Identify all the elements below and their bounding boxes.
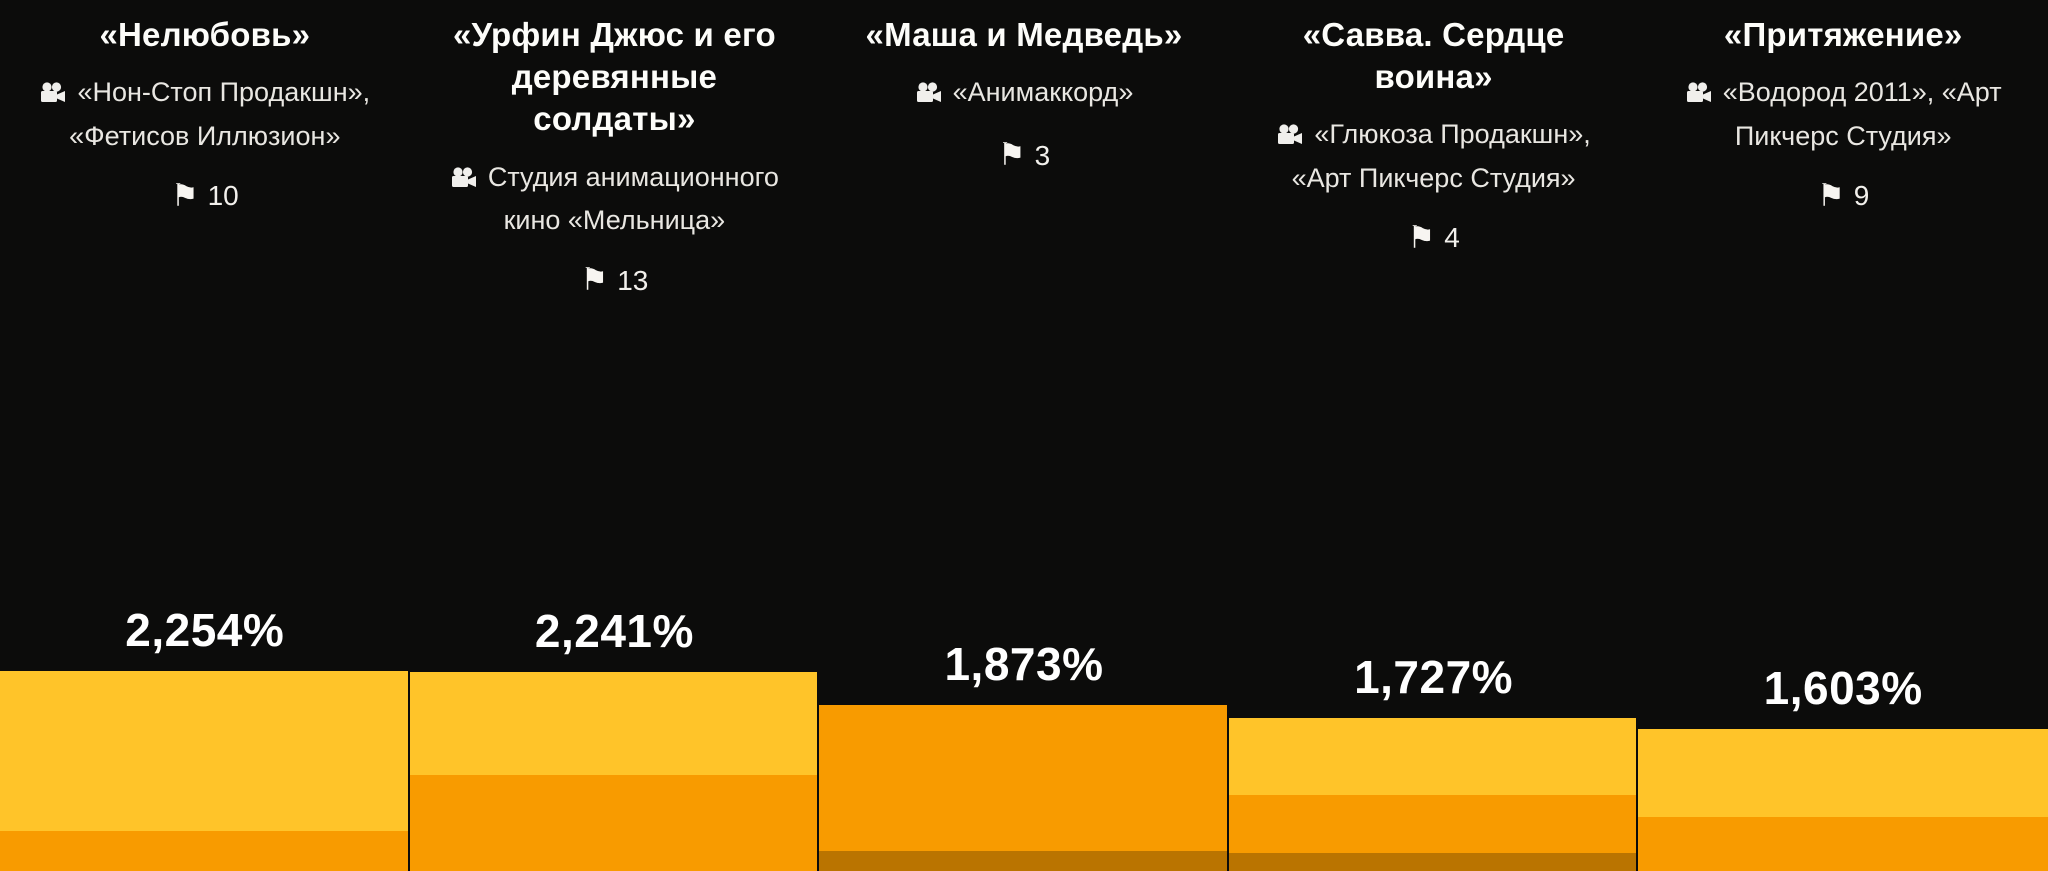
flag-count-line: ⚑ 4: [1249, 222, 1619, 254]
flag-icon: ⚑: [1817, 177, 1845, 214]
bar-value-label: 1,873%: [944, 638, 1104, 690]
film-column-5: «Притяжение» «Водород 2011», «Арт Пикчер…: [1638, 0, 2048, 297]
bar-slot-5: 1,603%: [1638, 561, 2048, 871]
bar-slot-1: 2,254%: [0, 561, 410, 871]
studio-names: «Глюкоза Продакшн», «Арт Пикчерс Студия»: [1291, 119, 1591, 193]
movie-camera-icon: [1685, 75, 1713, 116]
flag-number: 9: [1853, 180, 1870, 212]
studio-names: «Водород 2011», «Арт Пикчерс Студия»: [1722, 77, 2002, 151]
movie-camera-icon: [1276, 117, 1304, 158]
film-column-3: «Маша и Медведь» «Анимаккорд» ⚑ 3: [819, 0, 1229, 297]
film-title: «Маша и Медведь»: [865, 16, 1183, 53]
studio-line: «Глюкоза Продакшн», «Арт Пикчерс Студия»: [1249, 114, 1619, 198]
flag-count-line: ⚑ 9: [1658, 180, 2028, 212]
bar-value-label: 2,241%: [534, 605, 694, 657]
film-column-4: «Савва. Сердце воина» «Глюкоза Продакшн»…: [1229, 0, 1639, 297]
bar: [1638, 729, 2048, 871]
flag-number: 4: [1444, 222, 1460, 254]
film-title: «Савва. Сердце воина»: [1302, 16, 1565, 96]
flag-count-line: ⚑ 10: [20, 180, 390, 212]
bar-slot-2: 2,241%: [409, 561, 820, 871]
film-header-row: «Нелюбовь» «Нон-Стоп Продакшн», «Фетисов…: [0, 0, 2048, 297]
studio-names: Студия анимационного кино «Мельница»: [487, 161, 779, 236]
flag-number: 13: [617, 264, 649, 296]
flag-icon: ⚑: [580, 262, 609, 299]
studio-line: «Анимаккорд»: [839, 72, 1209, 116]
flag-number: 10: [207, 180, 239, 212]
bar-slot-4: 1,727%: [1228, 561, 1639, 871]
film-column-1: «Нелюбовь» «Нон-Стоп Продакшн», «Фетисов…: [0, 0, 410, 297]
film-title: «Урфин Джюс и его деревянные солдаты»: [452, 16, 776, 138]
film-title: «Притяжение»: [1723, 16, 1963, 53]
studio-line: «Водород 2011», «Арт Пикчерс Студия»: [1658, 72, 2028, 156]
flag-count-line: ⚑ 13: [430, 265, 800, 297]
bar-value-label: 1,727%: [1354, 651, 1514, 703]
flag-count-line: ⚑ 3: [839, 140, 1209, 172]
film-title: «Нелюбовь»: [99, 16, 311, 53]
flag-icon: ⚑: [1407, 219, 1436, 256]
bar: [1228, 718, 1639, 871]
flag-icon: ⚑: [997, 137, 1026, 174]
movie-camera-icon: [450, 160, 478, 201]
bar: [0, 671, 410, 871]
bar-slot-3: 1,873%: [819, 561, 1229, 871]
studio-names: «Нон-Стоп Продакшн», «Фетисов Иллюзион»: [69, 77, 371, 151]
movie-camera-icon: [915, 75, 943, 116]
bar: [409, 672, 820, 871]
bar-value-label: 2,254%: [125, 604, 285, 656]
film-column-2: «Урфин Джюс и его деревянные солдаты» Ст…: [410, 0, 820, 297]
studio-line: Студия анимационного кино «Мельница»: [430, 157, 800, 241]
studio-names: «Анимаккорд»: [952, 77, 1134, 108]
bar: [819, 705, 1229, 871]
bar-value-label: 1,603%: [1763, 662, 1923, 714]
bar-chart: 2,254% 2,241% 1,873% 1,727% 1,603%: [0, 561, 2048, 871]
flag-icon: ⚑: [170, 177, 199, 214]
studio-line: «Нон-Стоп Продакшн», «Фетисов Иллюзион»: [20, 72, 390, 156]
flag-number: 3: [1034, 139, 1051, 171]
movie-camera-icon: [39, 75, 67, 116]
